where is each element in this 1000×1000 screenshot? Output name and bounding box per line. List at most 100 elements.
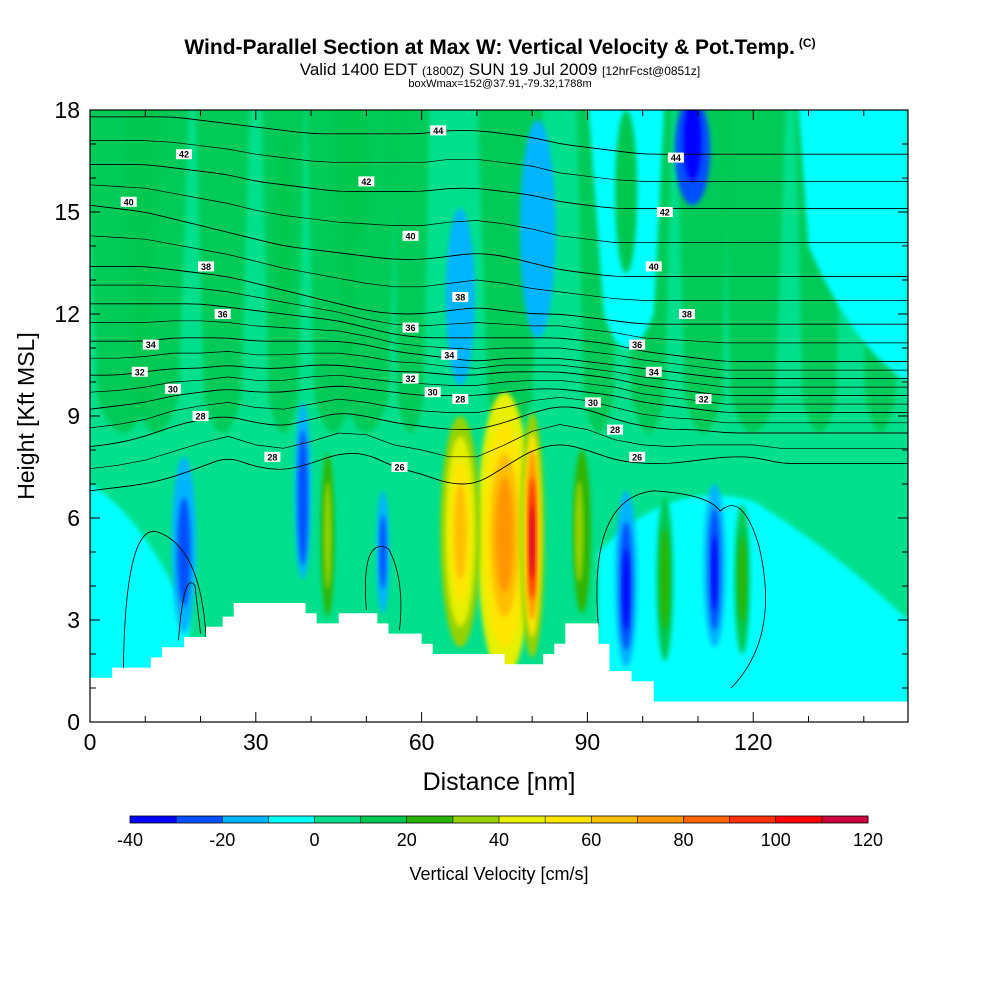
valid-time: Valid 1400 EDT [299, 60, 418, 79]
theta-contour [90, 364, 908, 397]
theta-label-text: 36 [218, 310, 228, 320]
colorbar-tick-label: 60 [581, 830, 601, 850]
theta-label-bg [667, 152, 684, 163]
theta-contour-closed [365, 546, 402, 631]
x-tick-label: 0 [84, 729, 97, 755]
theta-label-bg [198, 261, 215, 272]
colorbar-swatch [130, 816, 177, 823]
forecast-info: [12hrFcst@0851z] [602, 64, 701, 78]
velocity-cell [379, 514, 387, 590]
theta-label-bg [452, 394, 469, 404]
theta-label-text: 34 [444, 350, 454, 360]
theta-label-text: 44 [671, 153, 681, 163]
theta-label-text: 36 [406, 323, 416, 333]
theta-contour-label: 38 [452, 292, 469, 303]
theta-label-bg [645, 261, 662, 272]
box-info: boxWmax=152@37.91,-79.32,1788m [408, 78, 592, 90]
colorbar-swatch [499, 816, 546, 823]
theta-contour-label: 36 [402, 322, 419, 333]
theta-contour-label: 32 [402, 373, 419, 384]
theta-contour-label: 30 [164, 383, 181, 394]
velocity-cell [520, 120, 556, 338]
theta-label-bg [402, 373, 419, 384]
theta-label-text: 30 [168, 384, 178, 394]
theta-label-text: 38 [455, 293, 465, 303]
theta-contour [90, 116, 908, 155]
theta-contour-label: 32 [131, 366, 148, 377]
copyright-mark: (C) [798, 36, 816, 50]
theta-label-bg [192, 411, 209, 421]
theta-contour-label: 30 [424, 387, 441, 398]
theta-label-bg [656, 207, 673, 217]
velocity-plume [720, 110, 786, 433]
velocity-cell [530, 504, 535, 580]
velocity-cell [738, 535, 747, 624]
x-tick-label: 90 [575, 729, 601, 755]
theta-label-bg [441, 349, 458, 360]
theta-contour [90, 385, 908, 414]
theta-contour [90, 406, 908, 448]
terrain [90, 603, 908, 722]
theta-contour-label: 42 [175, 149, 192, 160]
velocity-cell [274, 127, 293, 331]
colorbar-swatch [406, 816, 454, 823]
theta-label-text: 28 [196, 412, 206, 422]
velocity-cell [340, 110, 370, 246]
theta-contour-group [90, 116, 908, 692]
theta-label-bg [424, 387, 441, 398]
velocity-sink-zone [798, 110, 908, 382]
colorbar-tick-label: 40 [489, 830, 509, 850]
colorbar-swatch [360, 816, 408, 823]
y-tick-label: 0 [67, 709, 80, 735]
velocity-sink-zone [598, 495, 908, 722]
theta-contour [90, 444, 908, 492]
theta-label-bg [629, 339, 646, 350]
theta-label-text: 26 [395, 463, 405, 473]
theta-label-text: 32 [406, 374, 416, 384]
theta-label-bg [678, 309, 695, 319]
x-tick-label: 30 [243, 729, 269, 755]
y-tick-label: 18 [54, 97, 80, 123]
theta-label-text: 28 [267, 452, 277, 462]
theta-contour-minor [90, 184, 908, 243]
theta-contour-closed [178, 582, 201, 641]
theta-label-text: 34 [146, 340, 156, 350]
theta-label-text: 42 [361, 177, 371, 187]
valid-date: SUN 19 Jul 2009 [468, 60, 598, 79]
theta-label-bg [430, 125, 447, 136]
theta-label-bg [695, 394, 712, 404]
velocity-cell [297, 429, 308, 566]
colorbar-swatch [314, 816, 362, 823]
theta-label-text: 34 [649, 367, 659, 377]
theta-contour-minor [90, 284, 908, 344]
colorbar-tick-label: -20 [209, 830, 235, 850]
colorbar-tick-label: 120 [853, 830, 883, 850]
theta-label-text: 26 [632, 452, 642, 462]
theta-label-bg [402, 322, 419, 333]
theta-contour-label: 28 [607, 424, 624, 435]
colorbar-swatch [452, 816, 500, 823]
velocity-cell [622, 548, 630, 631]
theta-contour-minor [90, 424, 908, 470]
theta-label-bg [264, 451, 281, 462]
theta-contour [90, 204, 908, 278]
theta-contour-minor [90, 351, 908, 388]
theta-contour [90, 337, 908, 380]
theta-contour-label: 28 [452, 394, 469, 405]
theta-contour-label: 42 [656, 207, 673, 218]
theta-contour [90, 265, 908, 325]
theta-label-text: 28 [610, 425, 620, 435]
theta-label-bg [645, 366, 662, 377]
colorbar-swatch [729, 816, 777, 823]
theta-contour-label: 34 [142, 339, 159, 350]
colorbar-tick-label: -40 [117, 830, 143, 850]
theta-label-bg [131, 366, 148, 377]
velocity-cell [323, 480, 332, 590]
theta-label-text: 28 [455, 395, 465, 405]
colorbar-swatch [545, 816, 592, 823]
theta-contour-label: 34 [645, 366, 662, 377]
theta-contour-minor [90, 320, 908, 371]
theta-contour-label: 32 [695, 394, 712, 405]
theta-contour-label: 40 [402, 230, 419, 241]
